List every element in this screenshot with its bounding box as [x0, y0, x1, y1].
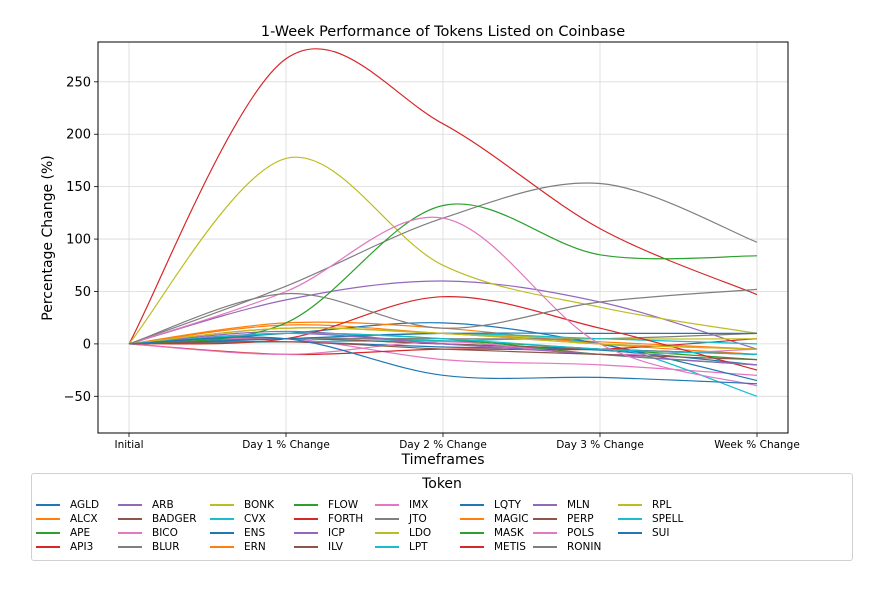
legend-label: CVX	[244, 513, 266, 525]
legend-swatch	[460, 518, 484, 520]
legend-swatch	[375, 504, 399, 506]
legend-swatch	[375, 546, 399, 548]
x-tick-label: Day 1 % Change	[242, 439, 330, 451]
legend-label: RPL	[652, 499, 672, 511]
y-tick-label: 150	[66, 180, 91, 195]
legend-label: POLS	[567, 527, 595, 539]
x-tick-label: Week % Change	[714, 439, 800, 451]
legend-swatch	[118, 518, 142, 520]
legend-label: LQTY	[494, 499, 521, 511]
legend-label: ARB	[152, 499, 174, 511]
chart-title: 1-Week Performance of Tokens Listed on C…	[261, 24, 625, 40]
legend-swatch	[118, 504, 142, 506]
legend-label: BONK	[244, 499, 275, 511]
series-line-imx	[128, 341, 758, 356]
series-line-arb	[128, 280, 758, 350]
legend-swatch	[210, 532, 234, 534]
legend-swatch	[460, 532, 484, 534]
legend-swatch	[618, 532, 642, 534]
legend-swatch	[36, 532, 60, 534]
legend-swatch	[36, 518, 60, 520]
legend-swatch	[533, 532, 557, 534]
series-lines	[128, 48, 758, 397]
legend-swatch	[460, 546, 484, 548]
y-tick-label: 100	[66, 233, 91, 248]
y-tick-label: 200	[66, 128, 91, 143]
legend-label: MLN	[567, 499, 590, 511]
legend-swatch	[533, 518, 557, 520]
legend-label: ALCX	[70, 513, 98, 525]
series-line-perp	[128, 341, 758, 361]
legend-label: SPELL	[652, 513, 684, 525]
y-axis-label: Percentage Change (%)	[40, 155, 56, 320]
x-tick-label: Initial	[114, 439, 143, 451]
y-tick-label: 250	[66, 75, 91, 90]
legend-label: LDO	[409, 527, 432, 539]
legend-swatch	[294, 546, 318, 548]
legend-label: APE	[70, 527, 91, 539]
legend-swatch	[36, 504, 60, 506]
legend-swatch	[533, 504, 557, 506]
legend-swatch	[375, 518, 399, 520]
legend-swatch	[210, 518, 234, 520]
legend-label: ENS	[244, 527, 266, 539]
y-tick-label: 0	[83, 337, 91, 352]
y-tick-label: −50	[64, 390, 91, 405]
legend-label: BADGER	[152, 513, 197, 525]
legend-label: LPT	[409, 541, 428, 553]
legend-label: RONIN	[567, 541, 602, 553]
legend-swatch	[210, 546, 234, 548]
legend-swatch	[618, 518, 642, 520]
legend-swatch	[294, 518, 318, 520]
legend-title: Token	[422, 476, 462, 492]
series-line-bonk	[128, 156, 758, 345]
legend-label: ICP	[328, 527, 345, 539]
legend-label: MASK	[494, 527, 524, 539]
series-line-metis	[128, 296, 758, 371]
legend-label: JTO	[409, 513, 427, 525]
legend-swatch	[118, 546, 142, 548]
legend-swatch	[533, 546, 557, 548]
legend-swatch	[294, 504, 318, 506]
x-axis-label: Timeframes	[400, 452, 484, 468]
series-line-pols	[128, 216, 758, 387]
legend-swatch	[375, 532, 399, 534]
legend-label: BICO	[152, 527, 178, 539]
legend-label: FLOW	[328, 499, 359, 511]
series-line-rpl	[128, 327, 758, 350]
series-line-api3	[128, 48, 758, 345]
legend-swatch	[618, 504, 642, 506]
legend-swatch	[118, 532, 142, 534]
legend-swatch	[210, 504, 234, 506]
legend-label: PERP	[567, 513, 594, 525]
legend-label: AGLD	[70, 499, 100, 511]
legend-label: METIS	[494, 541, 526, 553]
axis-ticks: Initial Day 1 % Change Day 2 % Change Day 3…	[64, 75, 800, 451]
legend-label: MAGIC	[494, 513, 529, 525]
x-tick-label: Day 3 % Change	[556, 439, 644, 451]
legend-label: ERN	[244, 541, 266, 553]
y-tick-label: 50	[74, 285, 91, 300]
legend-swatch	[460, 504, 484, 506]
series-line-bico	[128, 337, 758, 376]
legend-label: IMX	[409, 499, 429, 511]
series-line-sui	[128, 336, 758, 385]
legend-label: FORTH	[328, 513, 364, 525]
series-line-ronin	[128, 288, 758, 345]
legend-swatch	[294, 532, 318, 534]
legend-label: ILV	[328, 541, 343, 553]
legend-label: API3	[70, 541, 94, 553]
x-tick-label: Day 2 % Change	[399, 439, 487, 451]
legend: Token AGLD ALCX APE API3 ARB BADGER BICO BLUR BO…	[31, 473, 853, 561]
gridlines	[98, 42, 788, 433]
legend-label: SUI	[652, 527, 670, 539]
legend-label: BLUR	[152, 541, 180, 553]
legend-swatch	[36, 546, 60, 548]
series-line-spell	[128, 332, 758, 355]
